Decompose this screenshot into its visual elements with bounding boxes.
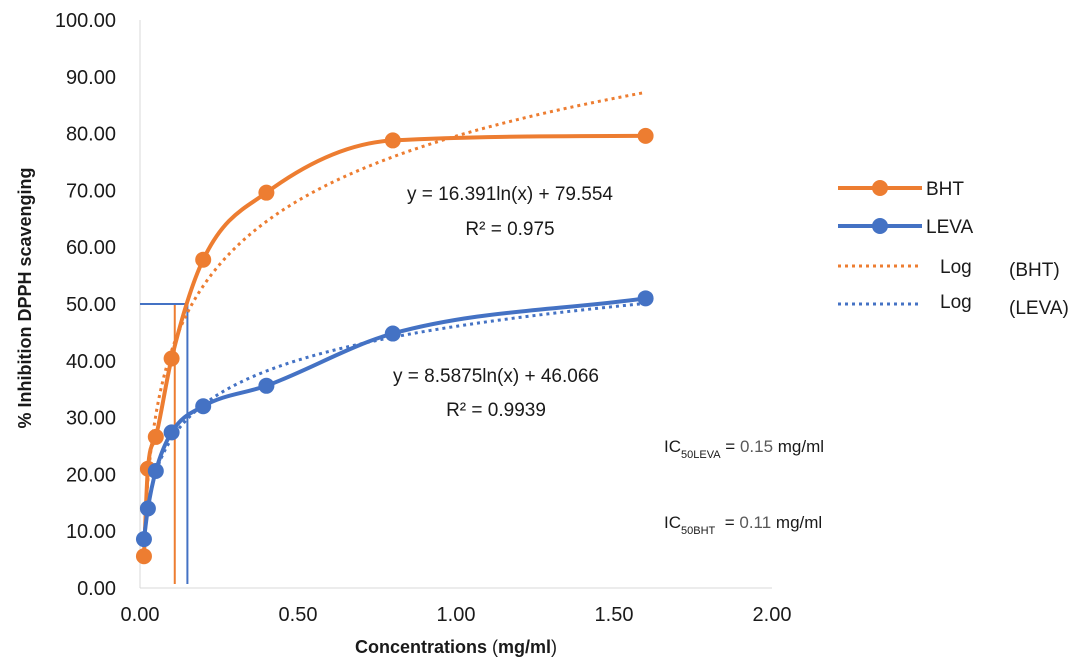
ic50-leva-annotation: IC50LEVA = 0.15 mg/ml xyxy=(664,437,824,461)
y-axis-title: % Inhibition DPPH scavenging xyxy=(15,167,35,428)
data-point-bht xyxy=(258,184,275,201)
data-point-leva xyxy=(139,500,156,517)
y-tick-label: 70.00 xyxy=(66,180,116,202)
ic50-bht-unit: mg/ml xyxy=(771,513,822,532)
data-point-bht xyxy=(163,350,180,367)
legend-leva-label: LEVA xyxy=(926,217,974,238)
data-point-bht xyxy=(135,548,152,565)
trendline-bht xyxy=(142,90,646,545)
ic50-leva-subscript: 50LEVA xyxy=(681,449,721,461)
legend-bht-label: BHT xyxy=(926,179,964,200)
x-tick-label: 1.50 xyxy=(595,604,634,626)
y-tick-label: 0.00 xyxy=(77,578,116,600)
data-point-bht xyxy=(195,251,212,268)
x-tick-label: 0.00 xyxy=(121,604,160,626)
legend: BHT LEVA Log (BHT) Log (LEVA) xyxy=(838,179,1069,319)
y-tick-label: 20.00 xyxy=(66,464,116,486)
legend-log-bht-paren: (BHT) xyxy=(1009,260,1060,281)
x-tick-label: 2.00 xyxy=(753,604,792,626)
svg-text:IC50LEVA = 0.15 mg/ml: IC50LEVA = 0.15 mg/ml xyxy=(664,437,824,461)
leva-trend-equation: y = 8.5875ln(x) + 46.066 xyxy=(393,366,599,387)
y-tick-labels: 0.00 10.00 20.00 30.00 40.00 50.00 60.00 70.00 8… xyxy=(55,10,116,600)
data-point-leva xyxy=(135,531,152,548)
y-tick-label: 30.00 xyxy=(66,408,116,430)
legend-bht-swatch-marker xyxy=(872,180,888,196)
ic50-bht-value: 0.11 xyxy=(739,513,771,532)
data-point-leva xyxy=(258,377,275,394)
ic50-bht-prefix: IC xyxy=(664,513,681,532)
leva-trend-r2: R² = 0.9939 xyxy=(446,400,546,421)
y-tick-label: 10.00 xyxy=(66,521,116,543)
ic50-bht-equals: = xyxy=(715,513,739,532)
ic50-leva-unit: mg/ml xyxy=(773,437,824,456)
y-tick-label: 40.00 xyxy=(66,351,116,373)
ic50-leva-equals: = xyxy=(721,437,740,456)
data-point-leva xyxy=(147,462,164,479)
x-axis-title-paren-open: ( xyxy=(492,637,498,657)
y-tick-label: 80.00 xyxy=(66,124,116,146)
y-tick-label: 60.00 xyxy=(66,237,116,259)
data-point-leva xyxy=(384,325,401,342)
legend-log-bht-label: Log xyxy=(940,257,972,278)
ic50-leva-value: 0.15 xyxy=(740,437,773,456)
legend-log-leva-label: Log xyxy=(940,292,972,313)
ic50-bht-annotation: IC50BHT = 0.11 mg/ml xyxy=(664,513,822,537)
x-axis-title-unit: mg/ml xyxy=(498,637,551,657)
y-tick-label: 50.00 xyxy=(66,294,116,316)
svg-text:IC50BHT = 0.11 mg/ml: IC50BHT = 0.11 mg/ml xyxy=(664,513,822,537)
x-tick-label: 0.50 xyxy=(279,604,318,626)
x-tick-label: 1.00 xyxy=(437,604,476,626)
data-point-leva xyxy=(195,398,212,415)
legend-item-log-leva: Log (LEVA) xyxy=(838,292,1069,319)
legend-item-leva: LEVA xyxy=(838,217,974,238)
legend-item-log-bht: Log (BHT) xyxy=(838,257,1060,281)
x-tick-labels: 0.00 0.50 1.00 1.50 2.00 xyxy=(121,604,792,626)
bht-trend-r2: R² = 0.975 xyxy=(465,219,554,240)
data-point-bht xyxy=(637,127,654,144)
bht-trend-equation: y = 16.391ln(x) + 79.554 xyxy=(407,184,613,205)
legend-log-leva-paren: (LEVA) xyxy=(1009,298,1069,319)
data-point-bht xyxy=(147,428,164,445)
y-tick-label: 100.00 xyxy=(55,10,116,32)
legend-leva-swatch-marker xyxy=(872,218,888,234)
data-point-bht xyxy=(384,132,401,149)
ic50-leva-prefix: IC xyxy=(664,437,681,456)
x-axis-title: Concentrations (mg/ml) xyxy=(355,637,557,657)
x-axis-title-main: Concentrations xyxy=(355,637,492,657)
x-axis-title-paren-close: ) xyxy=(551,637,557,657)
ic50-bht-subscript: 50BHT xyxy=(681,525,716,537)
data-point-leva xyxy=(163,424,180,441)
y-tick-label: 90.00 xyxy=(66,67,116,89)
legend-item-bht: BHT xyxy=(838,179,964,200)
trendlines xyxy=(142,90,646,545)
data-point-leva xyxy=(637,290,654,307)
data-points xyxy=(135,127,654,565)
